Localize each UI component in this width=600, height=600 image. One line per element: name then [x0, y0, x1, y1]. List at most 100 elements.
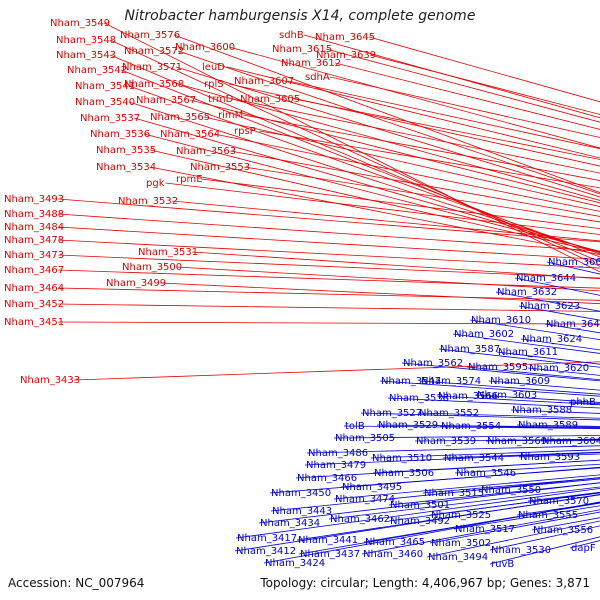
reverse-gene-label: Nham_3506: [374, 468, 434, 479]
forward-leader-line: [214, 133, 600, 212]
reverse-gene-label: Nham_3588: [512, 405, 572, 416]
reverse-leader-line: [360, 412, 600, 421]
reverse-gene-label: Nham_3525: [431, 510, 491, 521]
forward-leader-line: [160, 282, 600, 305]
forward-leader-line: [58, 321, 600, 325]
forward-leader-line: [144, 133, 600, 252]
forward-leader-line: [178, 83, 600, 201]
reverse-leader-line: [379, 380, 600, 397]
reverse-gene-label: Nham_3603: [477, 390, 537, 401]
forward-gene-label: Nham_3571: [122, 62, 182, 73]
reverse-gene-label: Nham_3609: [490, 376, 550, 387]
reverse-leader-line: [388, 491, 600, 522]
forward-leader-line: [74, 361, 600, 381]
forward-gene-label: rimM: [218, 110, 243, 121]
forward-leader-line: [370, 54, 600, 115]
forward-gene-label: Nham_3548: [56, 35, 116, 46]
forward-gene-label: Nham_3531: [138, 247, 198, 258]
reverse-gene-label: Nham_3495: [342, 482, 402, 493]
forward-leader-line: [229, 83, 600, 167]
reverse-gene-label: tolB: [345, 421, 365, 432]
forward-leader-line: [243, 114, 600, 181]
forward-gene-label: Nham_3467: [4, 265, 64, 276]
reverse-gene-label: Nham_3593: [520, 452, 580, 463]
reverse-gene-label: Nham_3569: [487, 436, 547, 447]
reverse-gene-label: Nham_3502: [431, 538, 491, 549]
forward-gene-label: sdhB: [279, 30, 304, 41]
forward-gene-label: Nham_3488: [4, 209, 64, 220]
forward-gene-label: sdhA: [305, 72, 330, 83]
forward-gene-label: Nham_3500: [122, 262, 182, 273]
reverse-gene-label: Nham_3437: [300, 549, 360, 560]
reverse-gene-label: Nham_3550: [481, 485, 541, 496]
forward-gene-label: Nham_3563: [176, 146, 236, 157]
reverse-gene-label: Nham_3517: [455, 524, 515, 535]
forward-gene-label: Nham_3464: [4, 283, 64, 294]
forward-gene-label: Nham_3535: [96, 145, 156, 156]
reverse-gene-label: Nham_3547: [381, 376, 441, 387]
reverse-gene-label: Nham_3510: [372, 453, 432, 464]
reverse-gene-label: Nham_3462: [330, 514, 390, 525]
reverse-gene-label: Nham_3492: [390, 516, 450, 527]
reverse-gene-label: Nham_3570: [529, 496, 589, 507]
reverse-leader-line: [453, 505, 600, 530]
reverse-leader-line: [306, 445, 600, 454]
forward-gene-label: Nham_3493: [4, 194, 64, 205]
forward-gene-label: Nham_3612: [281, 58, 341, 69]
reverse-leader-line: [401, 362, 600, 382]
forward-leader-line: [58, 198, 600, 243]
forward-gene-label: Nham_3564: [160, 129, 220, 140]
reverse-leader-line: [234, 493, 600, 552]
reverse-leader-line: [328, 486, 600, 520]
reverse-leader-line: [387, 397, 600, 409]
reverse-leader-line: [296, 494, 600, 541]
reverse-gene-label: Nham_3544: [444, 453, 504, 464]
reverse-gene-label: Nham_3539: [416, 436, 476, 447]
reverse-leader-line: [258, 482, 600, 524]
reverse-gene-label: Nham_3538: [389, 393, 449, 404]
forward-gene-label: Nham_3541: [75, 81, 135, 92]
reverse-gene-label: Nham_3460: [363, 549, 423, 560]
forward-leader-line: [129, 101, 600, 254]
forward-leader-line: [110, 39, 600, 267]
reverse-gene-label: Nham_3450: [271, 488, 331, 499]
forward-leader-line: [150, 166, 600, 256]
forward-leader-line: [58, 213, 600, 252]
reverse-gene-label: Nham_3611: [498, 347, 558, 358]
forward-gene-label: Nham_3537: [80, 113, 140, 124]
reverse-gene-label: Nham_3602: [454, 329, 514, 340]
forward-gene-label: Nham_3639: [316, 50, 376, 61]
reverse-leader-line: [370, 449, 600, 459]
map-title: Nitrobacter hamburgensis X14, complete g…: [124, 8, 476, 24]
forward-gene-label: Nham_3553: [190, 162, 250, 173]
reverse-leader-line: [417, 412, 600, 419]
reverse-gene-label: Nham_3610: [471, 315, 531, 326]
reverse-gene-label: Nham_3644: [516, 273, 576, 284]
forward-gene-label: Nham_3540: [75, 97, 135, 108]
reverse-gene-label: Nham_3465: [365, 537, 425, 548]
reverse-leader-line: [263, 501, 600, 564]
forward-gene-label: Nham_3534: [96, 162, 156, 173]
forward-leader-line: [58, 226, 600, 260]
forward-gene-label: Nham_3542: [67, 65, 127, 76]
forward-gene-label: Nham_3600: [175, 42, 235, 53]
forward-gene-label: Nham_3605: [240, 94, 300, 105]
forward-leader-line: [192, 251, 600, 280]
forward-leader-line: [178, 50, 600, 195]
forward-gene-label: Nham_3615: [272, 44, 332, 55]
reverse-gene-label: Nham_3505: [335, 433, 395, 444]
forward-leader-line: [174, 34, 600, 194]
forward-gene-label: rpsP: [234, 126, 256, 137]
reverse-gene-label: phhB: [570, 397, 596, 408]
forward-leader-line: [259, 130, 600, 189]
forward-gene-label: Nham_3549: [50, 18, 110, 29]
reverse-leader-line: [235, 487, 600, 539]
reverse-gene-label: Nham_3555: [518, 510, 578, 521]
forward-gene-label: trmD: [208, 94, 234, 105]
forward-leader-line: [201, 178, 600, 230]
reverse-leader-line: [429, 492, 600, 516]
reverse-gene-label: Nham_3479: [306, 460, 366, 471]
reverse-gene-label: Nham_3443: [272, 506, 332, 517]
forward-leader-line: [58, 239, 600, 269]
